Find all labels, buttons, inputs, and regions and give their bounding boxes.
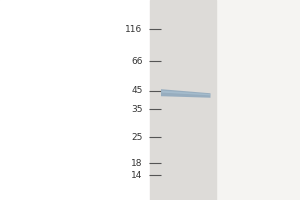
Text: 66: 66 (131, 56, 142, 66)
Text: 18: 18 (131, 158, 142, 168)
Text: 35: 35 (131, 104, 142, 114)
Text: 14: 14 (131, 170, 142, 180)
Text: 116: 116 (125, 24, 142, 33)
Text: 25: 25 (131, 132, 142, 142)
Bar (0, 0, 150, 200)
Text: 45: 45 (131, 86, 142, 95)
Bar (150, 0, 216, 200)
